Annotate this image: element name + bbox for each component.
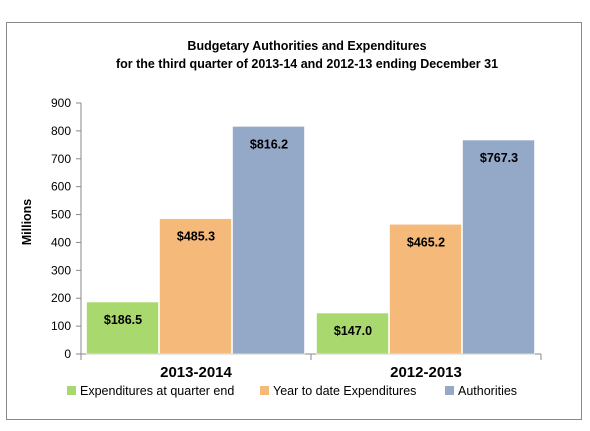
data-label: $465.2	[407, 235, 445, 249]
data-label: $186.5	[104, 313, 142, 327]
y-tick-label: 500	[51, 208, 71, 222]
y-tick-label: 100	[51, 319, 71, 333]
data-label: $147.0	[334, 324, 372, 338]
legend-swatch	[445, 386, 454, 395]
bar-chart: Budgetary Authorities and Expenditures f…	[20, 39, 542, 398]
y-tick-label: 0	[64, 347, 71, 361]
y-tick-label: 900	[51, 96, 71, 110]
bar-3-2013-2014	[232, 126, 305, 355]
data-label: $816.2	[250, 137, 288, 151]
legend-label: Year to date Expenditures	[273, 384, 416, 398]
legend: Expenditures at quarter end Year to date …	[67, 384, 517, 398]
chart-title-line1: Budgetary Authorities and Expenditures	[187, 39, 426, 53]
x-category-label: 2013-2014	[160, 364, 232, 381]
bar-2-2013-2014	[159, 218, 232, 355]
bar-1-2012-2013	[316, 312, 389, 355]
x-category-label: 2012-2013	[390, 364, 462, 381]
y-tick-label: 600	[51, 180, 71, 194]
legend-label: Authorities	[458, 384, 517, 398]
bar-1-2013-2014	[86, 301, 159, 355]
bar-2-2012-2013	[389, 223, 462, 355]
bar-3-2012-2013	[462, 139, 535, 355]
plot-area: 0 100 200 300 400 500 600 700 800 900 $186.5 $485.3…	[51, 96, 542, 381]
y-tick-label: 200	[51, 291, 71, 305]
chart-frame: Budgetary Authorities and Expenditures f…	[6, 22, 582, 420]
legend-label: Expenditures at quarter end	[80, 384, 234, 398]
data-label: $485.3	[177, 230, 215, 244]
y-tick-label: 700	[51, 152, 71, 166]
y-tick-label: 400	[51, 235, 71, 249]
data-label: $767.3	[480, 151, 518, 165]
chart-title-line2: for the third quarter of 2013-14 and 201…	[116, 57, 498, 71]
y-axis-label: Millions	[20, 199, 34, 246]
legend-swatch	[67, 386, 76, 395]
legend-swatch	[260, 386, 269, 395]
y-tick-label: 800	[51, 124, 71, 138]
y-tick-label: 300	[51, 263, 71, 277]
